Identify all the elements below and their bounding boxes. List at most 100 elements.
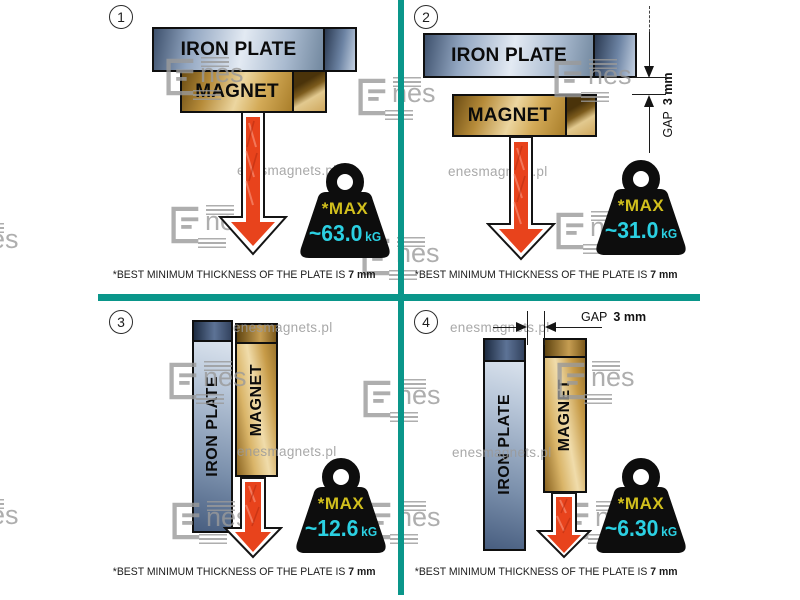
iron-plate: IRON PLATE [483,338,526,551]
enes-watermark-logo: nes [360,379,446,424]
site-watermark: enesmagnets.pl [237,444,337,459]
enes-e-glyph [363,380,391,418]
logo-lines-icon [398,379,426,391]
max-label: *MAX [617,494,665,513]
pull-arrow-icon [223,477,283,559]
enes-watermark-logo: nes [554,361,640,406]
gap-label: GAP3 mm [661,72,675,138]
logo-lines-icon [206,205,234,217]
iron-plate: IRON PLATE [423,33,595,78]
max-label: *MAX [617,196,665,215]
logo-lines-icon [198,238,226,250]
iron-plate-label: IRON PLATE [451,44,567,66]
logo-lines-icon [390,412,418,424]
enes-e-glyph [166,58,194,96]
quadrant-number: 2 [414,5,438,29]
dimension-tick [544,311,545,345]
magnet-top [237,325,276,344]
enes-e-glyph [172,502,200,540]
enes-watermark-logo: nes [0,223,24,266]
arrowhead-left-icon [545,322,556,332]
magnet-side [292,70,327,113]
weight-body [596,189,686,255]
iron-plate-top [194,322,231,342]
logo-lines-icon [397,237,425,249]
logo-lines-icon [0,223,4,235]
weight-icon: *MAX ~6.30 kG [594,458,688,555]
enes-logo-text: nes [0,224,19,254]
site-watermark: enesmagnets.pl [452,445,552,460]
enes-watermark-logo: nes [163,57,249,102]
weight-body [296,487,386,553]
logo-lines-icon [592,361,620,373]
dimension-tick [527,311,528,345]
logo-lines-icon [201,57,229,69]
enes-watermark-logo: nes [360,501,446,546]
enes-e-glyph [556,212,584,250]
magnet: MAGNET [180,70,294,113]
footnote: *BEST MINIMUM THICKNESS OF THE PLATE IS 7… [414,269,678,281]
magnet: MAGNET [452,94,567,137]
quadrant-number: 1 [109,5,133,29]
logo-lines-icon [196,394,224,406]
enes-logo-text: nes [0,500,19,530]
enes-e-glyph [554,60,582,98]
weight-icon: *MAX ~12.6 kG [294,458,388,555]
dimension-line [493,327,517,328]
quadrant-number: 3 [109,310,133,334]
quadrant-number: 4 [414,310,438,334]
magnet: MAGNET [235,323,278,477]
dimension-line [649,107,650,153]
weight-body [300,192,390,258]
logo-lines-icon [0,499,4,511]
max-value: ~31.0 kG [604,217,678,243]
weight-icon: *MAX ~63.0 kG [298,163,392,260]
kg-unit: kG [361,524,378,539]
pull-arrow-icon [536,492,592,559]
weight-body [596,487,686,553]
iron-plate-side [323,27,357,72]
logo-lines-icon [584,394,612,406]
enes-e-glyph [171,206,199,244]
kg-unit: kG [365,229,382,244]
footnote: *BEST MINIMUM THICKNESS OF THE PLATE IS 7… [112,269,376,281]
max-value: ~12.6 kG [304,515,378,541]
logo-lines-icon [581,92,609,104]
enes-watermark-logo: nes [355,77,441,122]
iron-plate-top [485,340,524,362]
site-watermark: enesmagnets.pl [233,320,333,335]
dimension-line [649,6,650,32]
logo-lines-icon [204,361,232,373]
max-value: ~6.30 kG [604,515,678,541]
max-label: *MAX [321,199,369,218]
logo-lines-icon [390,534,418,546]
magnet-label: MAGNET [467,104,552,126]
arrowhead-right-icon [516,322,527,332]
max-label: *MAX [317,494,365,513]
dimension-tick [632,94,666,95]
footnote: *BEST MINIMUM THICKNESS OF THE PLATE IS 7… [414,566,678,578]
logo-lines-icon [207,501,235,513]
logo-lines-icon [199,534,227,546]
magnet-top [545,340,585,358]
footnote: *BEST MINIMUM THICKNESS OF THE PLATE IS 7… [112,566,376,578]
logo-lines-icon [193,90,221,102]
max-value: ~63.0 kG [308,220,382,246]
enes-e-glyph [169,362,197,400]
enes-e-glyph [557,362,585,400]
enes-watermark-logo: nes [551,59,637,104]
arrowhead-down-icon [644,66,654,78]
arrowhead-up-icon [644,95,654,107]
enes-e-glyph [358,78,386,116]
dimension-line [649,32,650,66]
kg-unit: kG [661,524,678,539]
pull-arrow-icon [218,111,288,256]
dimension-line [556,327,602,328]
logo-lines-icon [589,59,617,71]
pull-arrow-icon [486,136,556,261]
iron-plate-label: IRON PLATE [180,38,297,60]
enes-watermark-logo: nes [0,499,24,542]
enes-watermark-logo: nes [166,361,252,406]
